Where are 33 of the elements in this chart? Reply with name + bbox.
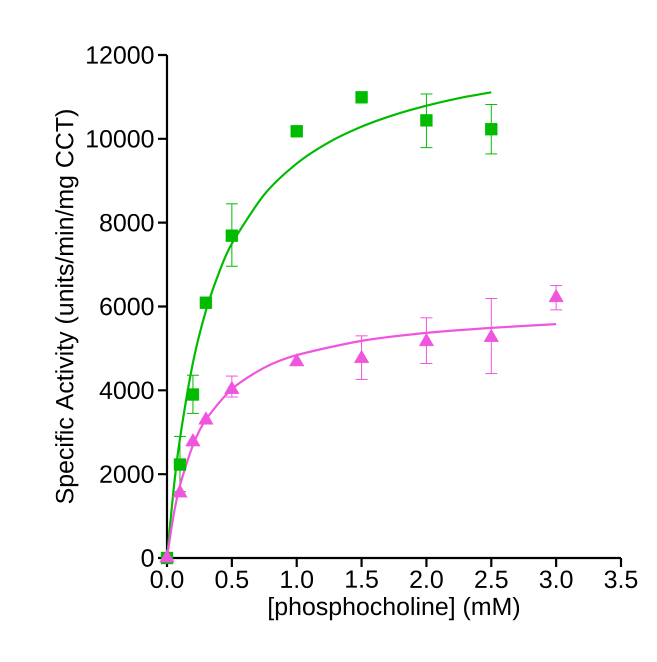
x-tick-label: 0.5 [216, 570, 248, 588]
y-tick-label: 2000 [100, 465, 154, 483]
y-tick-label: 4000 [100, 382, 154, 400]
point [485, 123, 498, 136]
point [198, 411, 214, 425]
point [420, 114, 433, 127]
point [226, 229, 238, 242]
y-tick-label: 6000 [100, 298, 154, 316]
x-tick-label: 1.5 [346, 570, 378, 588]
y-tick-label: 0 [142, 549, 154, 567]
point [354, 350, 370, 363]
point [289, 353, 304, 366]
y-tick-label: 12000 [87, 46, 154, 64]
point [159, 549, 175, 562]
x-tick-label: 0.0 [150, 570, 184, 588]
x-tick-label: 2.0 [410, 570, 443, 588]
point [484, 328, 499, 342]
point [224, 380, 240, 394]
point [200, 296, 212, 309]
y-tick-label: 10000 [87, 130, 154, 148]
y-tick-label: 8000 [100, 214, 154, 232]
point [172, 484, 188, 498]
x-tick-label: 3.5 [604, 570, 638, 588]
y-axis-title: Specific Activity (units/min/mg CCT) [55, 110, 78, 504]
point [418, 333, 434, 346]
x-axis-title: [phosphocholine] (mM) [269, 596, 520, 620]
x-tick-label: 2.5 [475, 570, 508, 588]
x-tick-label: 3.0 [540, 570, 572, 588]
point [548, 289, 564, 302]
x-tick-label: 1.0 [281, 570, 314, 588]
point [290, 125, 303, 138]
point [185, 433, 200, 446]
point [355, 91, 368, 104]
